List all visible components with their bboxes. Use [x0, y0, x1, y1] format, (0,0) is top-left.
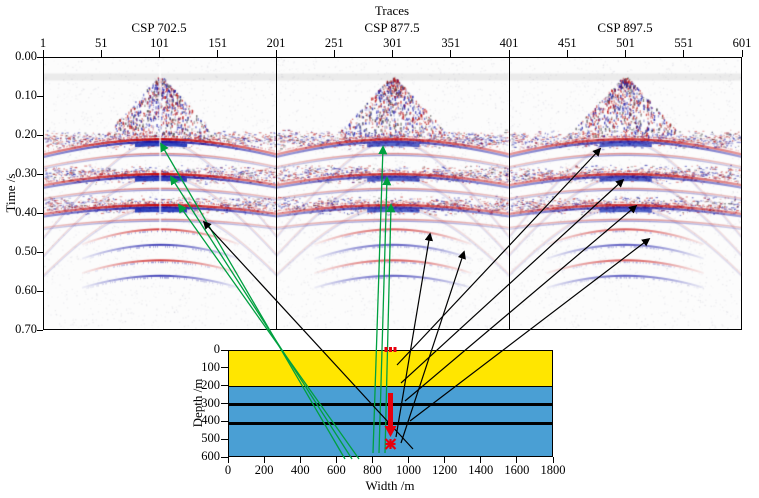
trace-tick-mark: [566, 50, 568, 57]
time-tick-label: 0.70: [15, 322, 37, 336]
trace-tick-label: 551: [674, 36, 694, 50]
width-tick-mark: [408, 457, 410, 463]
width-tick-label: 800: [363, 463, 382, 477]
depth-tick-label: 0: [213, 342, 220, 356]
width-tick-mark: [371, 457, 373, 463]
trace-tick-label: 101: [150, 36, 169, 50]
width-tick-label: 1400: [468, 463, 494, 477]
trace-tick-mark: [42, 50, 44, 57]
trace-tick-label: 301: [383, 36, 402, 50]
panel-title-csp-877: CSP 877.5: [364, 20, 420, 35]
time-tick-mark: [37, 56, 43, 58]
width-tick-mark: [335, 457, 337, 463]
panel-divider-2: [509, 58, 510, 329]
depth-tick-mark: [221, 385, 228, 387]
model-layer-1: [229, 351, 552, 387]
trace-tick-mark: [450, 50, 452, 57]
trace-tick-label: 201: [266, 36, 286, 50]
width-tick-label: 600: [326, 463, 346, 477]
depth-tick-mark: [221, 456, 228, 458]
time-tick-label: 0.10: [15, 88, 37, 102]
depth-tick-label: 100: [201, 359, 220, 374]
interface-410m-line: [229, 422, 552, 425]
depth-tick-label: 200: [201, 377, 220, 392]
seismic-gathers-canvas: [44, 58, 741, 329]
time-tick-mark: [37, 134, 43, 136]
trace-tick-mark: [333, 50, 335, 57]
width-tick-mark: [227, 457, 229, 463]
width-axis-label: Width /m: [365, 478, 415, 493]
trace-tick-label: 51: [95, 36, 108, 50]
time-tick-label: 0.30: [15, 166, 37, 180]
depth-tick-mark: [221, 438, 228, 440]
width-tick-label: 1000: [396, 463, 422, 477]
trace-tick-label: 501: [616, 36, 635, 50]
velocity-model: [228, 350, 553, 457]
time-tick-mark: [37, 290, 43, 292]
time-tick-mark: [37, 95, 43, 97]
trace-tick-label: 601: [732, 36, 752, 50]
depth-tick-label: 400: [201, 413, 220, 428]
width-tick-label: 1800: [540, 463, 566, 477]
width-tick-mark: [299, 457, 301, 463]
trace-tick-mark: [508, 50, 510, 57]
seismic-plot-area: [43, 57, 742, 330]
width-tick-mark: [552, 457, 554, 463]
interface-300m-line: [229, 403, 552, 406]
panel-title-csp-702: CSP 702.5: [131, 20, 187, 35]
trace-tick-mark: [741, 50, 743, 57]
trace-tick-mark: [683, 50, 685, 57]
interface-200m-line: [229, 386, 552, 387]
depth-tick-mark: [221, 349, 228, 351]
width-tick-label: 1600: [504, 463, 530, 477]
depth-tick-label: 500: [201, 431, 220, 446]
trace-tick-mark: [217, 50, 219, 57]
trace-tick-mark: [625, 50, 626, 57]
depth-tick-mark: [221, 420, 228, 422]
trace-tick-mark: [100, 50, 102, 57]
width-tick-mark: [444, 457, 446, 463]
depth-tick-mark: [221, 403, 228, 404]
trace-tick-label: 1: [39, 36, 47, 50]
time-tick-label: 0.20: [15, 127, 37, 141]
panel-title-csp-897: CSP 897.5: [597, 20, 653, 35]
trace-tick-label: 351: [441, 36, 461, 50]
time-tick-label: 0.60: [15, 283, 37, 297]
trace-tick-label: 251: [324, 36, 344, 50]
panel-divider-1: [276, 58, 277, 329]
width-tick-label: 0: [224, 463, 232, 477]
top-axis-title: Traces: [374, 3, 410, 18]
width-tick-mark: [516, 457, 518, 463]
time-tick-label: 0.40: [15, 205, 37, 219]
time-tick-mark: [37, 212, 43, 214]
time-tick-label: 0.50: [15, 244, 37, 258]
time-tick-mark: [37, 251, 43, 253]
width-tick-mark: [263, 457, 265, 463]
depth-tick-label: 600: [201, 449, 220, 463]
trace-tick-mark: [275, 50, 277, 57]
trace-tick-label: 151: [208, 36, 228, 50]
depth-tick-mark: [221, 367, 228, 369]
trace-tick-label: 451: [557, 36, 577, 50]
width-tick-mark: [480, 457, 482, 463]
trace-tick-mark: [159, 50, 160, 57]
time-tick-label: 0.00: [15, 49, 37, 63]
trace-tick-mark: [392, 50, 393, 57]
width-tick-label: 200: [254, 463, 274, 477]
width-tick-label: 400: [290, 463, 310, 477]
width-tick-label: 1200: [432, 463, 458, 477]
depth-tick-label: 300: [201, 395, 220, 410]
time-tick-mark: [37, 173, 43, 175]
trace-tick-label: 401: [499, 36, 519, 50]
time-tick-mark: [37, 329, 43, 331]
